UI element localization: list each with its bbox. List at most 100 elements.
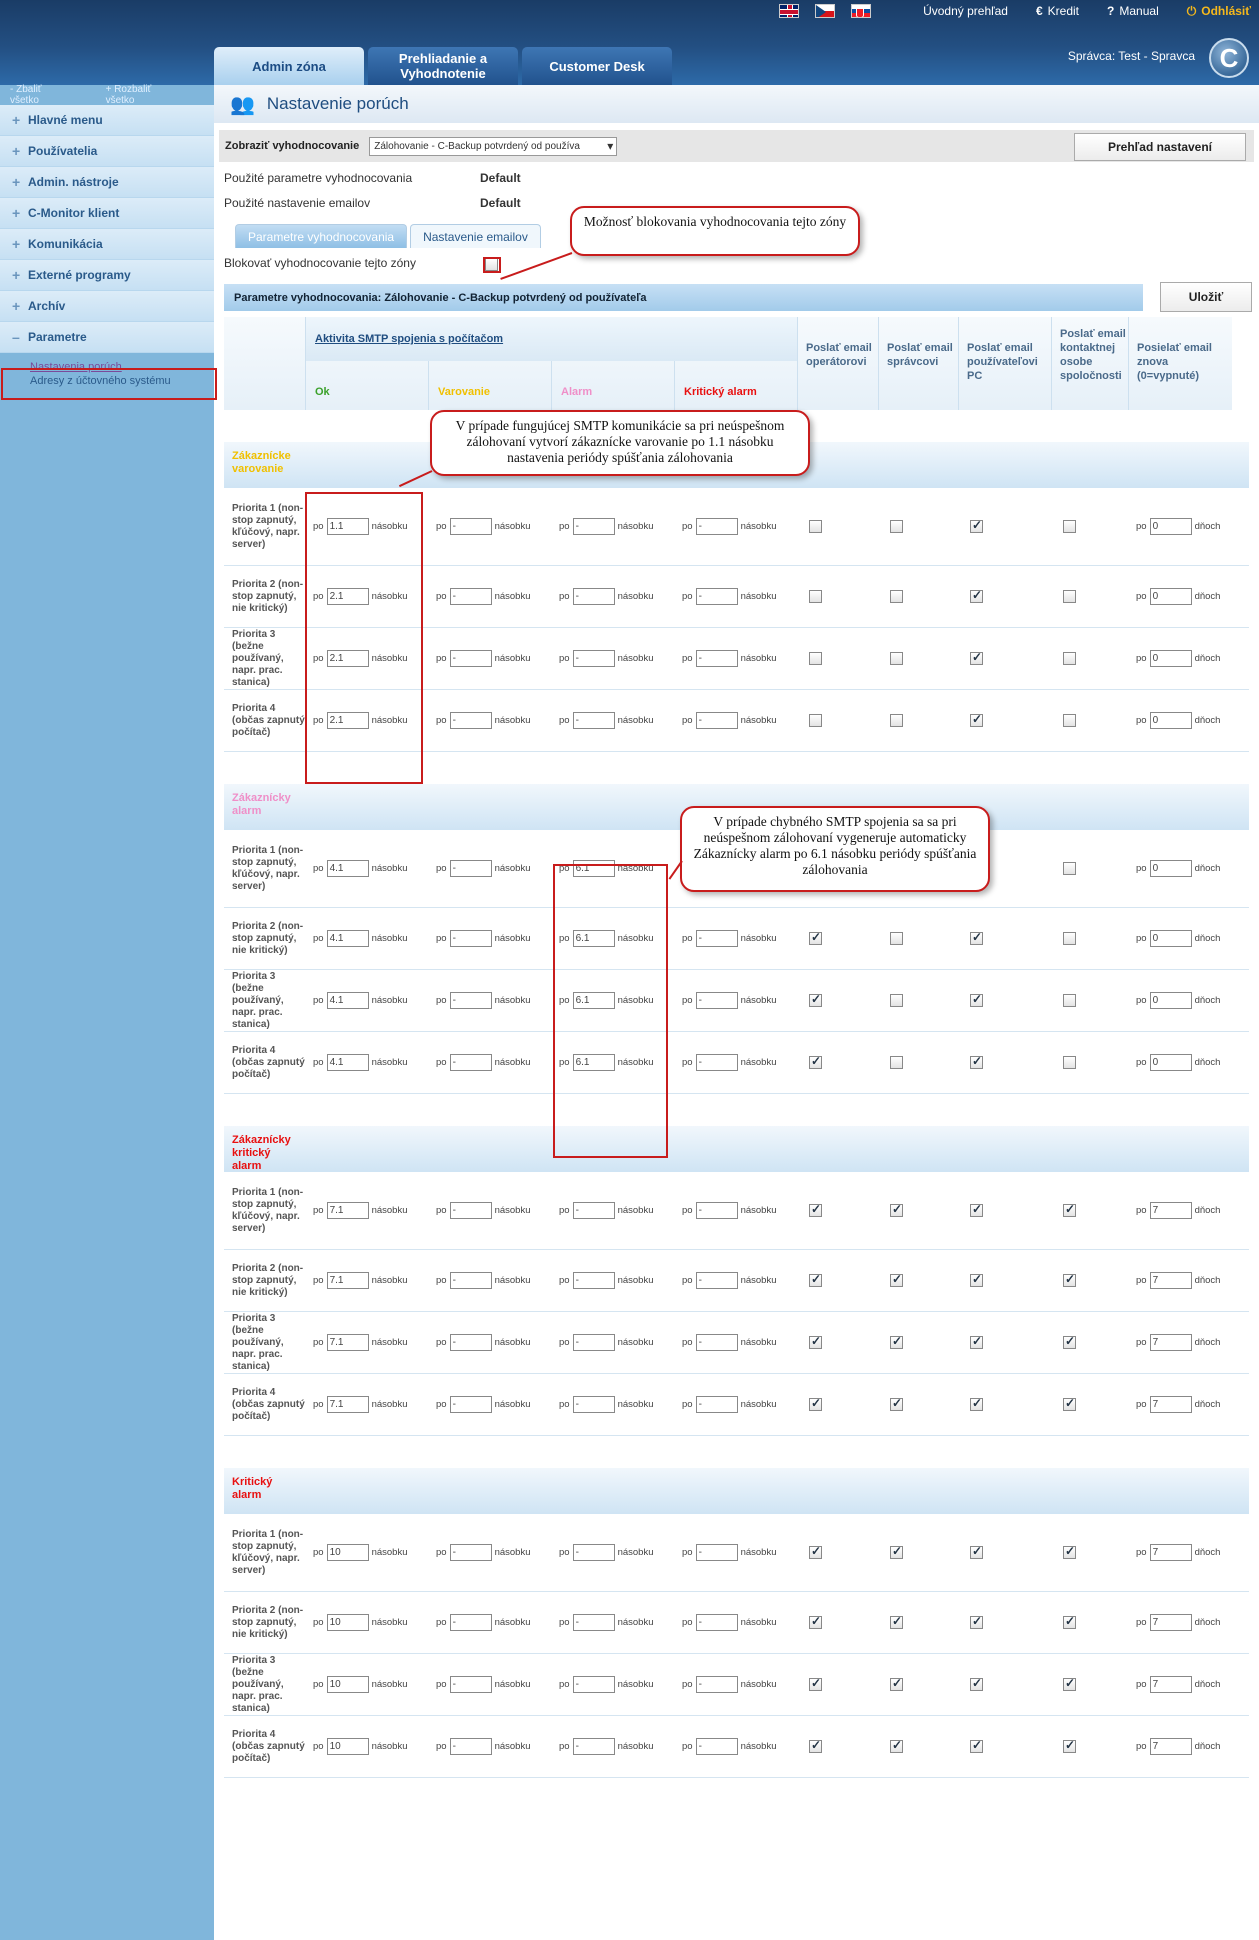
mail-checkbox[interactable] bbox=[970, 992, 983, 1007]
english-flag-icon[interactable] bbox=[779, 4, 800, 18]
sidebar-item-users[interactable]: + Používatelia bbox=[0, 136, 214, 167]
mail-checkbox[interactable] bbox=[890, 520, 903, 533]
threshold-input[interactable]: - bbox=[695, 1202, 738, 1219]
mail-checkbox[interactable] bbox=[890, 652, 903, 665]
mail-checkbox[interactable] bbox=[1063, 714, 1076, 727]
threshold-input[interactable]: 7.1 bbox=[326, 1272, 369, 1289]
mail-checkbox[interactable] bbox=[970, 1614, 983, 1629]
threshold-input[interactable]: 10 bbox=[326, 1614, 369, 1631]
sidebar-item-admin-tools[interactable]: + Admin. nástroje bbox=[0, 167, 214, 198]
slovak-flag-icon[interactable] bbox=[851, 4, 872, 18]
threshold-input[interactable]: - bbox=[572, 1676, 615, 1693]
mail-checkbox[interactable] bbox=[809, 1544, 822, 1559]
threshold-input[interactable]: - bbox=[449, 588, 492, 605]
mail-checkbox[interactable] bbox=[809, 1334, 822, 1349]
mail-checkbox[interactable] bbox=[809, 652, 822, 665]
threshold-input[interactable]: - bbox=[695, 518, 738, 535]
resend-days-input[interactable]: 0 bbox=[1149, 1054, 1192, 1071]
sidebar-item-parameters[interactable]: – Parametre bbox=[0, 322, 214, 353]
threshold-input[interactable]: 4.1 bbox=[326, 930, 369, 947]
save-button[interactable]: Uložiť bbox=[1160, 282, 1252, 312]
subtab-evaluation-params[interactable]: Parametre vyhodnocovania bbox=[235, 224, 408, 248]
threshold-input[interactable]: - bbox=[449, 992, 492, 1009]
mail-checkbox[interactable] bbox=[970, 1054, 983, 1069]
resend-days-input[interactable]: 7 bbox=[1149, 1202, 1192, 1219]
tab-customer-desk[interactable]: Customer Desk bbox=[522, 47, 672, 85]
mail-checkbox[interactable] bbox=[1063, 520, 1076, 533]
threshold-input[interactable]: - bbox=[695, 712, 738, 729]
resend-days-input[interactable]: 0 bbox=[1149, 518, 1192, 535]
threshold-input[interactable]: - bbox=[695, 1676, 738, 1693]
tab-browse-evaluate[interactable]: Prehliadanie a Vyhodnotenie bbox=[368, 47, 518, 85]
subtab-email-settings[interactable]: Nastavenie emailov bbox=[410, 224, 541, 248]
mail-checkbox[interactable] bbox=[1063, 932, 1076, 945]
mail-checkbox[interactable] bbox=[970, 1272, 983, 1287]
sidebar-item-archive[interactable]: + Archív bbox=[0, 291, 214, 322]
threshold-input[interactable]: - bbox=[695, 992, 738, 1009]
mail-checkbox[interactable] bbox=[970, 1544, 983, 1559]
threshold-input[interactable]: - bbox=[449, 712, 492, 729]
mail-checkbox[interactable] bbox=[890, 1272, 903, 1287]
mail-checkbox[interactable] bbox=[890, 1614, 903, 1629]
mail-checkbox[interactable] bbox=[890, 1396, 903, 1411]
resend-days-input[interactable]: 0 bbox=[1149, 930, 1192, 947]
mail-checkbox[interactable] bbox=[809, 930, 822, 945]
threshold-input[interactable]: - bbox=[572, 1202, 615, 1219]
threshold-input[interactable]: - bbox=[695, 1544, 738, 1561]
threshold-input[interactable]: 7.1 bbox=[326, 1202, 369, 1219]
mail-checkbox[interactable] bbox=[1063, 590, 1076, 603]
mail-checkbox[interactable] bbox=[809, 590, 822, 603]
mail-checkbox[interactable] bbox=[1063, 1056, 1076, 1069]
threshold-input[interactable]: 10 bbox=[326, 1544, 369, 1561]
resend-days-input[interactable]: 7 bbox=[1149, 1272, 1192, 1289]
threshold-input[interactable]: - bbox=[449, 1396, 492, 1413]
resend-days-input[interactable]: 7 bbox=[1149, 1738, 1192, 1755]
mail-checkbox[interactable] bbox=[890, 1056, 903, 1069]
logout-link[interactable]: ⏻ Odhlásiť bbox=[1186, 3, 1251, 19]
threshold-input[interactable]: - bbox=[695, 1054, 738, 1071]
mail-checkbox[interactable] bbox=[970, 1738, 983, 1753]
expand-all-link[interactable]: + Rozbaliť všetko bbox=[105, 84, 152, 106]
mail-checkbox[interactable] bbox=[1063, 1202, 1076, 1217]
mail-checkbox[interactable] bbox=[970, 1334, 983, 1349]
mail-checkbox[interactable] bbox=[970, 1202, 983, 1217]
threshold-input[interactable]: - bbox=[449, 1738, 492, 1755]
mail-checkbox[interactable] bbox=[890, 1334, 903, 1349]
threshold-input[interactable]: - bbox=[449, 1334, 492, 1351]
mail-checkbox[interactable] bbox=[890, 932, 903, 945]
mail-checkbox[interactable] bbox=[1063, 1272, 1076, 1287]
sidebar-subitem-fault-settings[interactable]: Nastavenia porúch bbox=[30, 361, 122, 373]
mail-checkbox[interactable] bbox=[970, 588, 983, 603]
resend-days-input[interactable]: 7 bbox=[1149, 1614, 1192, 1631]
resend-days-input[interactable]: 7 bbox=[1149, 1544, 1192, 1561]
resend-days-input[interactable]: 0 bbox=[1149, 992, 1192, 1009]
resend-days-input[interactable]: 0 bbox=[1149, 650, 1192, 667]
czech-flag-icon[interactable] bbox=[815, 4, 836, 18]
threshold-input[interactable]: - bbox=[449, 1676, 492, 1693]
threshold-input[interactable]: - bbox=[449, 1054, 492, 1071]
threshold-input[interactable]: - bbox=[572, 588, 615, 605]
settings-overview-button[interactable]: Prehľad nastavení bbox=[1074, 133, 1246, 161]
mail-checkbox[interactable] bbox=[809, 992, 822, 1007]
threshold-input[interactable]: - bbox=[695, 588, 738, 605]
mail-checkbox[interactable] bbox=[809, 1738, 822, 1753]
threshold-input[interactable]: 6.1 bbox=[572, 930, 615, 947]
threshold-input[interactable]: 7.1 bbox=[326, 1396, 369, 1413]
mail-checkbox[interactable] bbox=[890, 590, 903, 603]
threshold-input[interactable]: - bbox=[572, 1334, 615, 1351]
threshold-input[interactable]: 4.1 bbox=[326, 860, 369, 877]
mail-checkbox[interactable] bbox=[809, 520, 822, 533]
threshold-input[interactable]: 2.1 bbox=[326, 712, 369, 729]
threshold-input[interactable]: - bbox=[572, 1544, 615, 1561]
mail-checkbox[interactable] bbox=[809, 714, 822, 727]
resend-days-input[interactable]: 0 bbox=[1149, 712, 1192, 729]
tab-admin-zone[interactable]: Admin zóna bbox=[214, 47, 364, 85]
threshold-input[interactable]: 2.1 bbox=[326, 650, 369, 667]
threshold-input[interactable]: 4.1 bbox=[326, 992, 369, 1009]
mail-checkbox[interactable] bbox=[890, 1676, 903, 1691]
mail-checkbox[interactable] bbox=[890, 1202, 903, 1217]
threshold-input[interactable]: 7.1 bbox=[326, 1334, 369, 1351]
threshold-input[interactable]: - bbox=[449, 1544, 492, 1561]
nav-manual-link[interactable]: ? Manual bbox=[1107, 4, 1159, 18]
nav-home-link[interactable]: Úvodný prehľad bbox=[923, 4, 1008, 18]
